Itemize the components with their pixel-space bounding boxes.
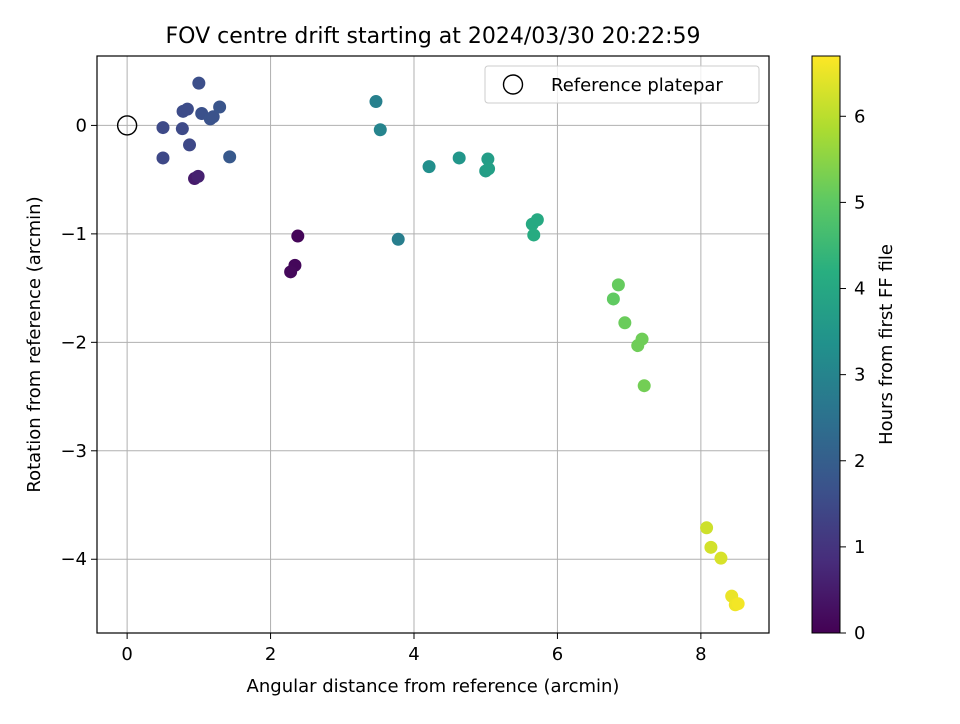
legend-marker-icon (502, 74, 524, 95)
x-tick-label: 4 (408, 644, 419, 665)
legend: Reference platepar (484, 65, 760, 104)
data-point (452, 151, 466, 165)
data-point (611, 278, 625, 292)
x-axis-label: Angular distance from reference (arcmin) (247, 676, 620, 697)
data-point (618, 316, 632, 330)
data-point (175, 122, 189, 136)
data-point (223, 150, 237, 164)
colorbar-tick-label: 2 (854, 451, 865, 472)
data-point (284, 265, 298, 279)
data-points (156, 76, 745, 612)
colorbar-tick-label: 1 (854, 537, 865, 558)
data-point (391, 232, 405, 246)
data-point (731, 597, 745, 611)
y-tick-label: −2 (60, 332, 87, 353)
colorbar-label: Hours from first FF file (876, 244, 897, 445)
x-tick-label: 0 (121, 644, 132, 665)
data-point (637, 379, 651, 393)
colorbar-ticks: 0 1 2 3 4 5 6 (840, 106, 865, 644)
data-point (291, 229, 305, 243)
colorbar-tick-label: 0 (854, 623, 865, 644)
plot-frame (96, 55, 770, 634)
legend-box (484, 65, 760, 104)
data-point (700, 521, 714, 535)
data-point (481, 152, 495, 166)
data-point (183, 138, 197, 152)
data-point (213, 100, 227, 114)
colorbar-tick-label: 5 (854, 192, 865, 213)
x-tick-label: 2 (265, 644, 276, 665)
legend-label: Reference platepar (551, 75, 723, 96)
colorbar-tick-label: 3 (854, 365, 865, 386)
colorbar-tick-label: 6 (854, 106, 865, 127)
colorbar-gradient (811, 55, 841, 634)
y-axis-label: Rotation from reference (arcmin) (24, 196, 45, 492)
data-point (192, 76, 206, 90)
data-point (714, 551, 728, 565)
chart-title: FOV centre drift starting at 2024/03/30 … (166, 24, 701, 49)
y-tick-label: 0 (76, 115, 87, 136)
data-point (369, 95, 383, 109)
data-point (373, 123, 387, 137)
data-point (422, 160, 436, 174)
data-point (156, 151, 170, 165)
y-tick-label: −1 (60, 224, 87, 245)
x-tick-label: 8 (695, 644, 706, 665)
y-tick-label: −3 (60, 441, 87, 462)
colorbar-tick-label: 4 (854, 279, 865, 300)
grid-lines (97, 56, 769, 633)
colorbar: 0 1 2 3 4 5 6 Hours from first FF file (811, 55, 897, 644)
data-point (631, 339, 645, 353)
data-point (156, 121, 170, 135)
y-axis: 0 −1 −2 −3 −4 (60, 115, 97, 570)
x-tick-label: 6 (552, 644, 563, 665)
data-point (530, 213, 544, 227)
data-point (180, 102, 194, 116)
reference-marker-layer (116, 115, 138, 136)
data-point (482, 162, 496, 176)
reference-platepar-marker (116, 115, 138, 136)
data-point (704, 540, 718, 554)
y-tick-label: −4 (60, 549, 87, 570)
x-axis: 0 2 4 6 8 (121, 633, 707, 665)
data-point (191, 169, 205, 183)
data-point (206, 110, 220, 124)
data-point (527, 228, 541, 242)
data-point (606, 292, 620, 306)
